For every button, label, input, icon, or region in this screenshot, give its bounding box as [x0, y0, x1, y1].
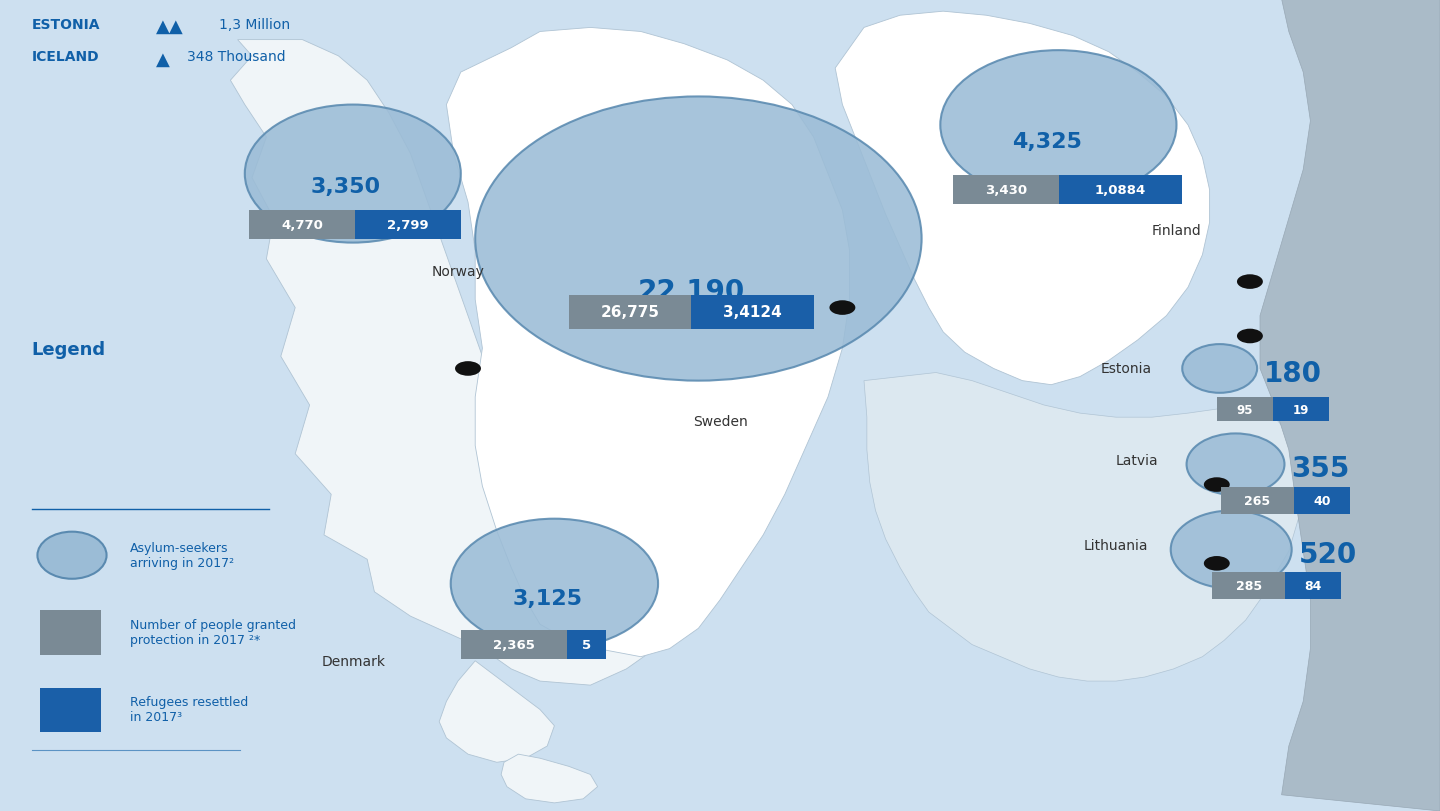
Ellipse shape — [940, 51, 1176, 200]
FancyBboxPatch shape — [1217, 397, 1273, 422]
Polygon shape — [446, 28, 850, 657]
Text: Sweden: Sweden — [693, 414, 747, 429]
Text: Estonia: Estonia — [1100, 362, 1152, 376]
Circle shape — [455, 362, 481, 376]
Circle shape — [1204, 556, 1230, 571]
FancyBboxPatch shape — [567, 630, 606, 659]
Text: 4,325: 4,325 — [1012, 132, 1081, 152]
FancyBboxPatch shape — [691, 295, 814, 329]
Ellipse shape — [245, 105, 461, 243]
Circle shape — [1237, 275, 1263, 290]
Ellipse shape — [37, 532, 107, 579]
Text: 3,350: 3,350 — [311, 177, 380, 196]
Text: 19: 19 — [1293, 403, 1309, 416]
Circle shape — [1204, 478, 1230, 492]
Text: 40: 40 — [1313, 495, 1331, 508]
FancyBboxPatch shape — [40, 688, 101, 732]
Ellipse shape — [475, 97, 922, 381]
Ellipse shape — [1187, 434, 1284, 496]
FancyBboxPatch shape — [569, 295, 691, 329]
Text: 180: 180 — [1264, 359, 1322, 387]
Polygon shape — [230, 41, 670, 685]
Ellipse shape — [1171, 511, 1292, 589]
Text: ESTONIA: ESTONIA — [32, 18, 101, 32]
Text: 3,4124: 3,4124 — [723, 305, 782, 320]
Text: 355: 355 — [1292, 455, 1351, 483]
Polygon shape — [439, 661, 554, 762]
Text: 2,799: 2,799 — [387, 219, 429, 232]
Ellipse shape — [451, 519, 658, 649]
FancyBboxPatch shape — [1293, 487, 1351, 515]
Text: 22,190: 22,190 — [638, 278, 744, 306]
FancyBboxPatch shape — [1221, 487, 1293, 515]
Text: 520: 520 — [1299, 540, 1356, 568]
Polygon shape — [864, 373, 1303, 681]
FancyBboxPatch shape — [953, 176, 1060, 205]
Text: 5: 5 — [582, 638, 590, 651]
Text: Lithuania: Lithuania — [1083, 538, 1148, 552]
Text: 285: 285 — [1236, 579, 1261, 592]
Circle shape — [829, 301, 855, 315]
Polygon shape — [835, 12, 1210, 385]
FancyBboxPatch shape — [40, 611, 101, 655]
FancyBboxPatch shape — [1273, 397, 1329, 422]
Text: ▲▲: ▲▲ — [156, 18, 183, 36]
Text: 1,0884: 1,0884 — [1094, 184, 1146, 197]
FancyBboxPatch shape — [1060, 176, 1181, 205]
Text: 3,125: 3,125 — [513, 589, 582, 608]
Text: 348 Thousand: 348 Thousand — [187, 50, 285, 64]
Text: 2,365: 2,365 — [492, 638, 534, 651]
Circle shape — [1237, 329, 1263, 344]
Text: ICELAND: ICELAND — [32, 50, 99, 64]
Text: 1,3 Million: 1,3 Million — [219, 18, 289, 32]
Text: Asylum-seekers
arriving in 2017²: Asylum-seekers arriving in 2017² — [130, 542, 233, 569]
Text: Finland: Finland — [1152, 224, 1202, 238]
Polygon shape — [501, 754, 598, 803]
Text: 26,775: 26,775 — [600, 305, 660, 320]
Text: ▲: ▲ — [156, 50, 170, 68]
Text: Refugees resettled
in 2017³: Refugees resettled in 2017³ — [130, 696, 248, 723]
Text: 4,770: 4,770 — [281, 219, 323, 232]
Text: Norway: Norway — [432, 264, 485, 279]
Text: Latvia: Latvia — [1115, 453, 1158, 468]
FancyBboxPatch shape — [461, 630, 567, 659]
Text: Denmark: Denmark — [323, 654, 386, 668]
Text: 84: 84 — [1305, 579, 1322, 592]
Text: Legend: Legend — [32, 341, 105, 358]
Text: Number of people granted
protection in 2017 ²*: Number of people granted protection in 2… — [130, 619, 295, 646]
FancyBboxPatch shape — [1286, 573, 1342, 599]
Text: 265: 265 — [1244, 495, 1270, 508]
Text: 3,430: 3,430 — [985, 184, 1027, 197]
FancyBboxPatch shape — [249, 211, 354, 240]
FancyBboxPatch shape — [354, 211, 461, 240]
Polygon shape — [1260, 0, 1440, 811]
Text: 95: 95 — [1237, 403, 1253, 416]
FancyBboxPatch shape — [1212, 573, 1286, 599]
Ellipse shape — [1182, 345, 1257, 393]
